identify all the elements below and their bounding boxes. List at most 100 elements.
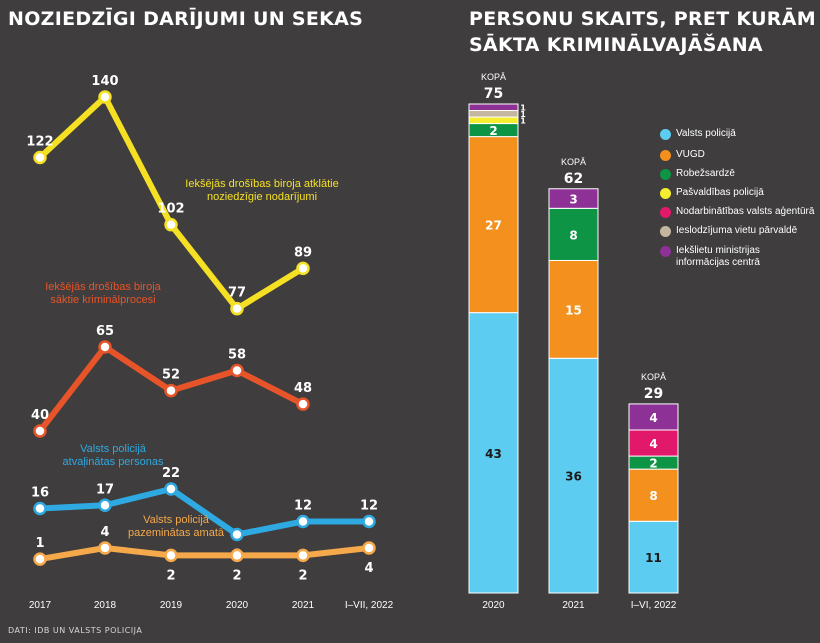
line-data-label-s1-3: 102: [157, 202, 184, 217]
line-point-s2-5: [296, 397, 310, 411]
data-source-note: DATI: IDB UN VALSTS POLICIJA: [8, 626, 143, 635]
bar-segment-1-6: [468, 110, 519, 118]
bar-segment-1-1: [468, 312, 519, 594]
line-point-s3-4: [230, 527, 244, 542]
line-x-tick-label-4: 2020: [226, 600, 249, 611]
legend-label-2: VUGD: [676, 149, 705, 160]
line-series-label-3-2: atvaļinātas personas: [63, 456, 164, 468]
bar-segment-1-7: [468, 103, 519, 112]
line-data-label-s2-2: 65: [96, 324, 114, 339]
bar-value-label-3-3: 2: [649, 457, 657, 471]
legend-item-6: Ieslodzījuma vietu pārvaldē: [660, 225, 820, 237]
line-x-tick-label-1: 2017: [29, 600, 52, 611]
legend-swatch-5: [660, 207, 671, 218]
bar-x-tick-label-3: I–VI, 2022: [631, 600, 677, 611]
line-data-label-s2-1: 40: [31, 408, 49, 423]
bar-value-label-1-4: 1: [520, 116, 526, 125]
line-data-label-s3-2: 17: [96, 482, 114, 497]
line-point-s1-4: [230, 301, 244, 316]
legend-label-6: Ieslodzījuma vietu pārvaldē: [676, 225, 798, 236]
legend-label-5: Nodarbinātības valsts aģentūrā: [676, 206, 815, 217]
bar-value-label-1-1: 43: [485, 447, 502, 461]
line-data-label-s1-4: 77: [228, 286, 246, 301]
legend-item-3: Robežsardzē: [660, 168, 820, 180]
line-series-label-1-2: noziedzīgie nodarījumi: [207, 191, 317, 203]
line-point-s1-1: [33, 150, 47, 165]
bar-segment-3-5: [628, 429, 679, 457]
line-series-label-4-2: pazeminātas amatā: [128, 527, 225, 539]
line-data-label-s4-6: 4: [364, 561, 373, 576]
bar-value-label-3-1: 11: [645, 551, 662, 565]
line-data-label-s1-2: 140: [91, 74, 118, 89]
legend-item-7: Iekšlietu ministrijas informācijas centr…: [660, 245, 820, 269]
legend-item-4: Pašvaldības policijā: [660, 187, 820, 199]
bar-segment-2-7: [548, 188, 599, 209]
bar-value-label-2-3: 8: [569, 228, 577, 242]
line-series-label-2-1: Iekšējās drošības biroja: [45, 281, 161, 293]
bar-value-label-1-2: 27: [485, 219, 502, 233]
bar-segment-2-3: [548, 207, 599, 261]
line-data-label-s4-1: 1: [35, 536, 44, 551]
bar-segment-1-2: [468, 136, 519, 314]
bar-total-caption-1: KOPĀ: [481, 72, 506, 82]
line-data-label-s3-3: 22: [162, 466, 180, 481]
line-point-s4-5: [296, 548, 310, 563]
bar-value-label-3-7: 4: [649, 411, 657, 425]
line-data-label-s4-5: 2: [298, 568, 307, 583]
line-x-tick-label-2: 2018: [94, 600, 117, 611]
line-data-label-s4-2: 4: [100, 525, 109, 540]
bar-chart-title-line1: PERSONU SKAITS, PRET KURĀM: [469, 8, 816, 30]
line-x-tick-label-3: 2019: [160, 600, 183, 611]
legend-label-7: Iekšlietu ministrijas informācijas centr…: [676, 245, 760, 268]
bar-total-caption-3: KOPĀ: [641, 372, 666, 382]
line-x-tick-label-6: I–VII, 2022: [345, 600, 394, 611]
bar-value-label-2-1: 36: [565, 470, 582, 484]
bar-x-tick-label-1: 2020: [482, 600, 505, 611]
line-point-s2-4: [230, 363, 244, 378]
line-point-s1-2: [98, 90, 112, 104]
legend-swatch-3: [660, 169, 671, 180]
legend-swatch-2: [660, 150, 671, 161]
line-series-label-3-1: Valsts policijā: [80, 443, 147, 455]
legend-item-5: Nodarbinātības valsts aģentūrā: [660, 206, 820, 218]
bar-value-label-3-2: 8: [649, 489, 657, 503]
line-data-label-s1-1: 122: [26, 134, 53, 149]
legend-swatch-1: [660, 129, 671, 140]
legend-item-2: VUGD: [660, 149, 820, 161]
line-x-tick-label-5: 2021: [292, 600, 315, 611]
bar-segment-3-2: [628, 468, 679, 522]
bar-total-caption-2: KOPĀ: [561, 157, 586, 167]
line-point-s2-1: [33, 424, 47, 438]
line-data-label-s4-3: 2: [166, 568, 175, 583]
legend-swatch-4: [660, 188, 671, 199]
line-point-s4-1: [33, 552, 47, 566]
bar-value-label-3-5: 4: [649, 437, 657, 451]
line-point-s3-5: [296, 514, 310, 529]
bar-segment-3-7: [628, 403, 679, 431]
bar-chart-title-line2: SĀKTA KRIMINĀLVAJĀŠANA: [469, 34, 763, 56]
bar-value-label-1-7: 1: [520, 103, 526, 112]
bar-total-value-3: 29: [644, 386, 663, 402]
bar-value-label-2-2: 15: [565, 303, 582, 317]
line-point-s2-3: [164, 383, 178, 398]
line-point-s4-6: [362, 541, 376, 555]
legend-label-3: Robežsardzē: [676, 168, 735, 179]
bar-segment-1-4: [468, 116, 519, 125]
legend-swatch-6: [660, 226, 671, 237]
line-series-label-4-1: Valsts policijā: [143, 514, 210, 526]
line-series-3: [37, 486, 372, 538]
line-data-label-s1-5: 89: [294, 245, 312, 260]
bar-total-value-1: 75: [484, 86, 503, 102]
bar-segment-2-1: [548, 357, 599, 594]
line-point-s3-6: [362, 514, 376, 529]
legend-label-4: Pašvaldības policijā: [676, 187, 764, 198]
line-point-s1-5: [296, 261, 310, 276]
line-point-s1-3: [164, 217, 178, 232]
line-data-label-s2-3: 52: [162, 368, 180, 383]
line-point-s2-2: [98, 340, 112, 354]
line-data-label-s3-5: 12: [294, 499, 312, 514]
line-data-label-s2-5: 48: [294, 381, 312, 396]
line-series-4: [37, 545, 372, 563]
line-point-s4-4: [230, 548, 244, 563]
